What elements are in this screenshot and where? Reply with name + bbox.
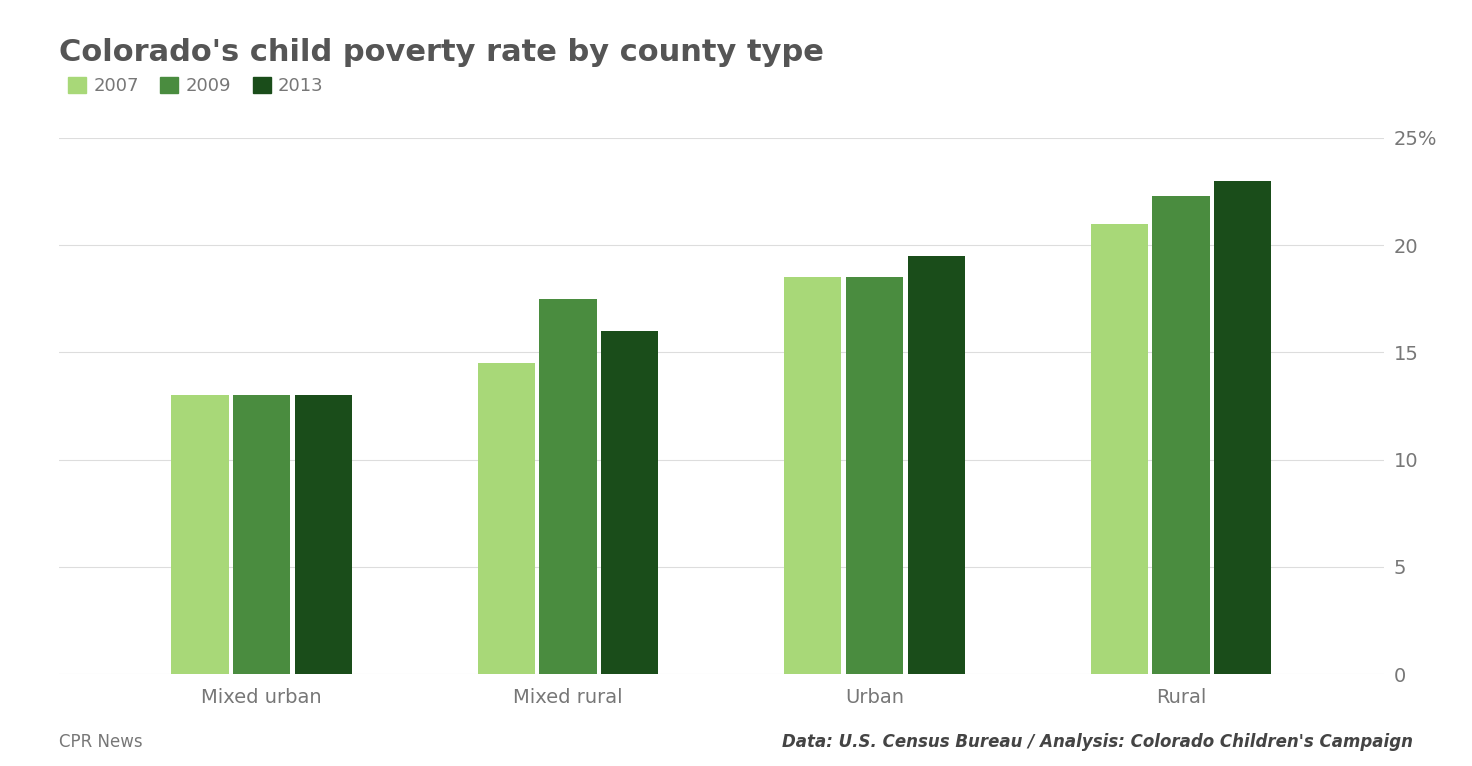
Bar (1214, 181, 1272, 674)
Bar (785, 277, 842, 674)
Bar (601, 331, 658, 674)
Bar (1091, 224, 1148, 674)
Bar (233, 395, 290, 674)
Bar (171, 395, 228, 674)
Legend: 2007, 2009, 2013: 2007, 2009, 2013 (68, 77, 324, 96)
Bar (294, 395, 352, 674)
Bar (908, 256, 964, 674)
Text: Data: U.S. Census Bureau / Analysis: Colorado Children's Campaign: Data: U.S. Census Bureau / Analysis: Col… (782, 733, 1413, 751)
Bar (539, 299, 596, 674)
Bar (1153, 196, 1210, 674)
Text: Colorado's child poverty rate by county type: Colorado's child poverty rate by county … (59, 38, 824, 67)
Text: CPR News: CPR News (59, 733, 143, 751)
Bar (846, 277, 904, 674)
Bar (478, 363, 534, 674)
